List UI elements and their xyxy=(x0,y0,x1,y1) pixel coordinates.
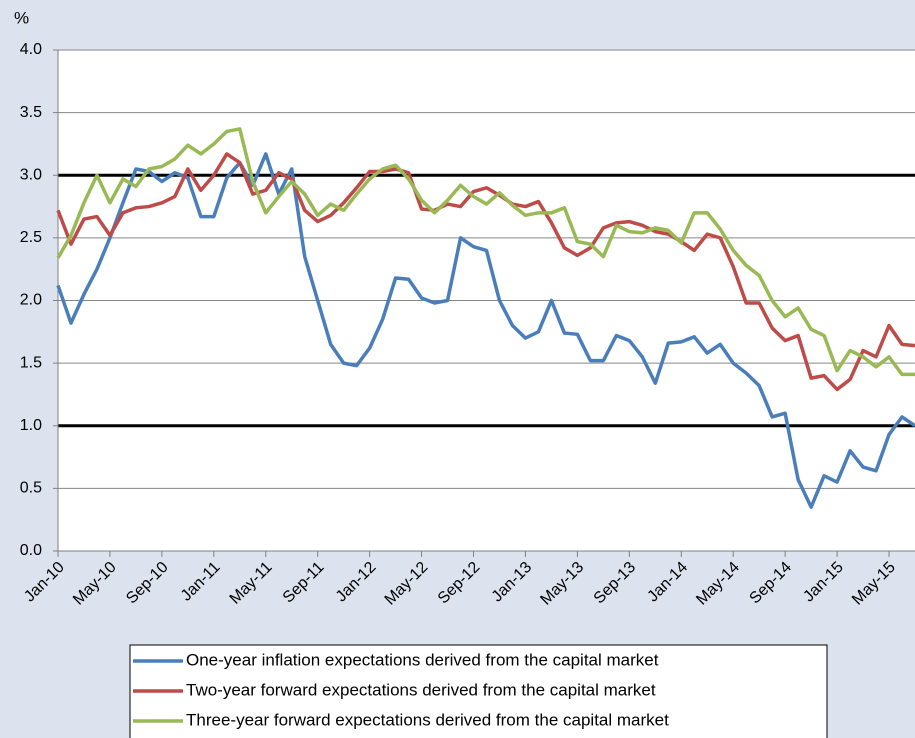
series-line xyxy=(56,152,915,392)
y-tick-label: 4.0 xyxy=(20,41,42,58)
y-tick-label: 0.5 xyxy=(20,480,42,497)
y-tick-label: 3.5 xyxy=(20,104,42,121)
legend-label: One-year inflation expectations derived … xyxy=(186,650,659,669)
legend-label: Two-year forward expectations derived fr… xyxy=(186,680,656,699)
series-line xyxy=(56,152,915,509)
y-axis-label: % xyxy=(14,8,29,27)
y-tick-label: 1.5 xyxy=(20,354,42,371)
y-tick-label: 3.0 xyxy=(20,166,42,183)
y-tick-label: 0.0 xyxy=(20,542,42,559)
y-tick-label: 1.0 xyxy=(20,417,42,434)
series-line xyxy=(56,127,915,377)
legend-label: Three-year forward expectations derived … xyxy=(186,710,669,729)
y-tick-label: 2.5 xyxy=(20,229,42,246)
legend-box xyxy=(129,644,828,738)
y-tick-label: 2.0 xyxy=(20,292,42,309)
